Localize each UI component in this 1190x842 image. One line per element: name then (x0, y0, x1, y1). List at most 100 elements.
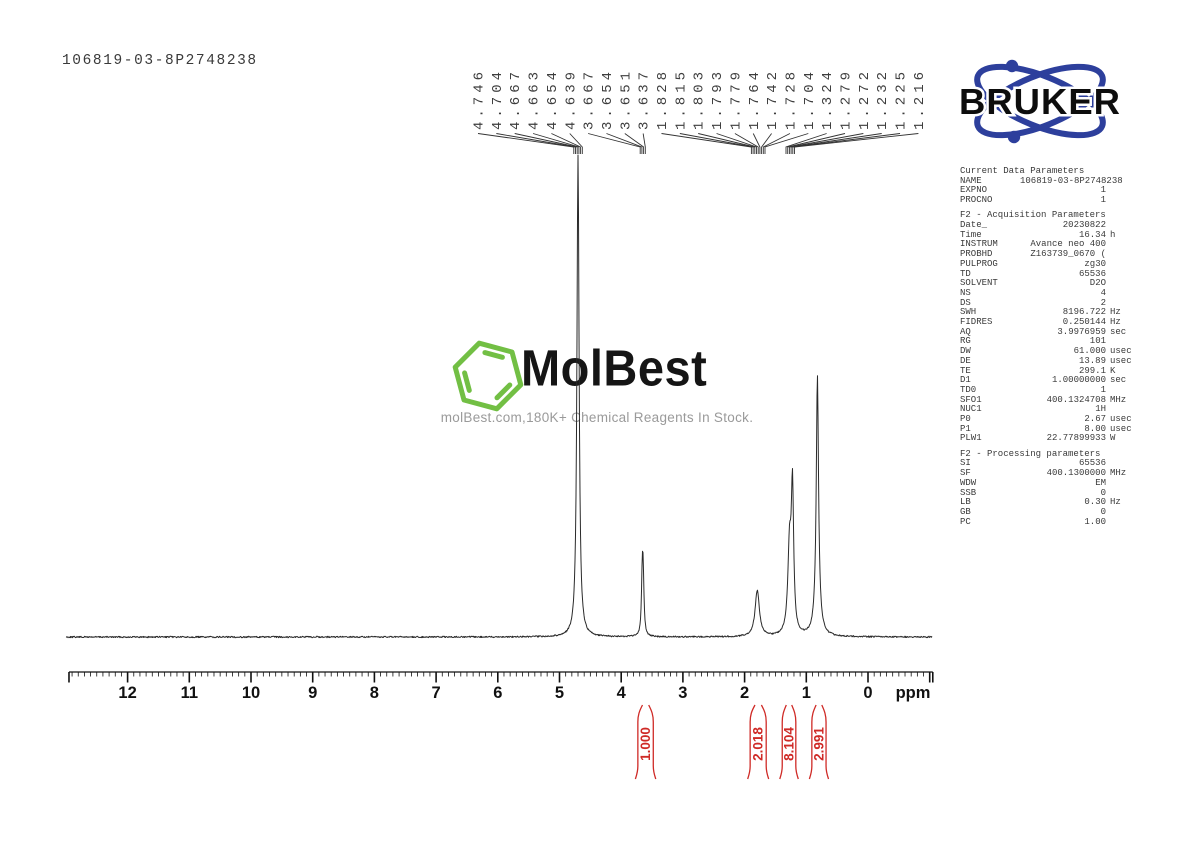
peak-ppm-label: 1.828 (655, 68, 671, 130)
peak-ppm-label: 1.815 (673, 68, 689, 130)
param-label: GB (960, 506, 971, 517)
param-row: TD 65536 (960, 268, 1136, 280)
param-row: NS 4 (960, 287, 1136, 299)
peak-label-connector (532, 133, 580, 154)
param-row: TE 299.1 K (960, 365, 1136, 377)
x-tick-label: 1 (802, 684, 811, 702)
peak-ppm-label: 1.279 (839, 68, 855, 130)
param-label: SI (960, 458, 971, 469)
param-value: 106819-03-8P2748238 (1020, 175, 1123, 186)
peak-ppm-label: 1.803 (692, 68, 708, 130)
integral-bracket (821, 704, 830, 780)
param-unit: Hz (1110, 317, 1121, 328)
param-value: 400.1324708 (1046, 394, 1106, 405)
peak-ppm-label: 1.764 (747, 68, 763, 130)
param-label: P1 (960, 423, 971, 434)
param-label: NS (960, 287, 971, 298)
param-unit (1106, 279, 1136, 289)
param-unit (1106, 260, 1136, 270)
param-unit (1106, 186, 1136, 196)
peak-label-connector (734, 133, 759, 154)
peak-label-connector (716, 133, 757, 154)
param-row: PLW1 22.77899933 W (960, 434, 1136, 444)
param-label: NUC1 (960, 404, 982, 415)
peak-ppm-label: 4.639 (563, 68, 579, 130)
x-tick-label: 5 (555, 684, 564, 702)
integral-bracket (779, 704, 787, 780)
param-value: 22.77899933 (1046, 433, 1106, 444)
param-unit: sec (1110, 326, 1127, 337)
peak-ppm-label: 1.225 (894, 68, 910, 130)
param-label: FIDRES (960, 317, 993, 328)
param-label: DE (960, 355, 971, 366)
param-row: RG 101 (960, 337, 1136, 347)
param-label: SF (960, 468, 971, 479)
x-axis-unit-label: ppm (896, 684, 931, 702)
bruker-atom-icon (974, 59, 1106, 144)
param-unit: Hz (1110, 307, 1121, 318)
sample-id: 106819-03-8P2748238 (62, 53, 258, 69)
peak-ppm-label: 3.667 (582, 68, 598, 130)
param-label: P0 (960, 414, 971, 425)
param-value: 4 (1100, 287, 1106, 298)
peak-ppm-label: 1.272 (857, 68, 873, 130)
param-label: PLW1 (960, 433, 982, 444)
param-row: INSTRUM Avance neo 400 (960, 240, 1136, 250)
param-label: LB (960, 497, 971, 508)
param-value: EM (1095, 477, 1106, 488)
peak-label-connector (569, 133, 583, 154)
param-label: TE (960, 365, 971, 376)
param-value: 3.9976959 (1057, 326, 1106, 337)
integral-bracket (634, 704, 644, 780)
peak-label-connector (624, 133, 645, 154)
param-unit: usec (1110, 423, 1132, 434)
param-row: SI 65536 (960, 459, 1136, 469)
param-unit: Hz (1110, 497, 1121, 508)
peak-label-connector (642, 133, 646, 154)
peak-ppm-label: 1.793 (710, 68, 726, 130)
param-unit: usec (1110, 414, 1132, 425)
watermark-brand: MolBest (521, 339, 708, 397)
molbest-hexagon-icon (452, 340, 524, 412)
param-value: Z163739_0670 ( (1030, 249, 1106, 260)
param-unit (1106, 240, 1136, 250)
param-label: INSTRUM (960, 239, 998, 250)
integral-bracket (791, 704, 799, 780)
peak-label-connector (792, 133, 901, 154)
x-tick-label: 9 (308, 684, 317, 702)
param-row: GB 0 (960, 506, 1136, 518)
watermark-tagline: molBest.com,180K+ Chemical Reagents In S… (440, 410, 754, 425)
peak-ppm-label: 4.746 (472, 68, 488, 130)
integral-value: 1.000 (638, 727, 653, 761)
param-label: WDW (960, 477, 977, 488)
param-row: NUC1 1H (960, 405, 1136, 415)
param-label: NAME (960, 175, 982, 186)
param-label: SFO1 (960, 394, 982, 405)
param-row: PROBHD Z163739_0670 ( (960, 249, 1136, 260)
param-label: TD (960, 268, 971, 279)
param-row: PULPROG zg30 (960, 258, 1136, 270)
param-label: SSB (960, 487, 977, 498)
peak-label-connector (496, 133, 576, 154)
param-unit: sec (1110, 375, 1127, 386)
param-row: LB 0.30 Hz (960, 497, 1136, 508)
param-unit (1106, 289, 1136, 299)
param-label: PROCNO (960, 195, 993, 206)
param-unit (1106, 518, 1136, 528)
param-value: Avance neo 400 (1030, 239, 1106, 250)
param-label: DW (960, 346, 971, 357)
param-row: EXPNO 1 (960, 186, 1136, 196)
param-value: 1 (1100, 195, 1106, 206)
x-tick-label: 11 (181, 684, 198, 702)
param-row: DW 61.000 usec (960, 346, 1136, 357)
bruker-logo: BRUKER (957, 59, 1123, 144)
peak-ppm-label: 3.654 (600, 68, 616, 130)
peak-ppm-label: 3.637 (637, 68, 653, 130)
param-value: 2.67 (1084, 414, 1106, 425)
param-value: 1 (1100, 185, 1106, 196)
peak-ppm-label: 3.651 (618, 68, 634, 130)
param-unit (1123, 177, 1153, 187)
param-label: RG (960, 336, 971, 347)
param-value: zg30 (1084, 258, 1106, 269)
